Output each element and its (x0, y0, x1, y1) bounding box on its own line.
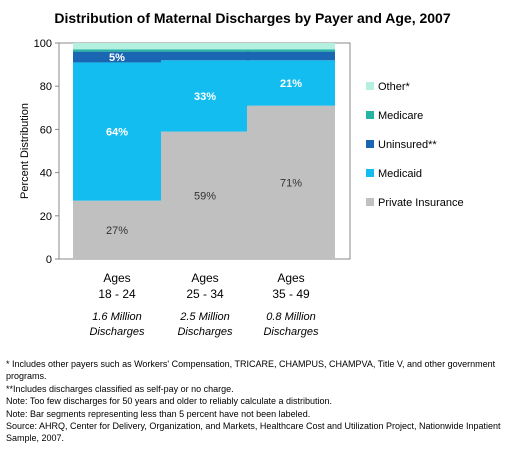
legend-entry: Private Insurance (378, 197, 464, 209)
bar-segment (73, 62, 161, 201)
data-label: 33% (194, 91, 216, 103)
x-category-label: Ages (191, 271, 218, 285)
bar-segment (247, 51, 335, 61)
x-category-sublabel: 1.6 Million (92, 311, 142, 323)
data-label: 59% (194, 190, 216, 202)
y-tick-label: 80 (40, 81, 52, 93)
footnote-50plus: Note: Too few discharges for 50 years an… (6, 396, 333, 407)
bar-segment (161, 51, 249, 61)
y-tick-label: 100 (34, 38, 52, 50)
x-category-sublabel: 0.8 Million (266, 311, 316, 323)
data-label: 64% (106, 127, 128, 139)
footnote-other: * Includes other payers such as Workers'… (6, 359, 496, 382)
y-axis-label: Percent Distribution (19, 103, 31, 199)
legend-entry: Uninsured** (378, 139, 437, 151)
chart-title: Distribution of Maternal Discharges by P… (54, 10, 451, 26)
bar-segment (247, 49, 335, 52)
data-label: 21% (280, 78, 302, 90)
bar-segment (161, 131, 249, 259)
bar-segment (161, 43, 249, 50)
legend-entry: Other* (378, 81, 411, 93)
footnotes: * Includes other payers such as Workers'… (6, 358, 501, 445)
bar-segment (73, 43, 161, 50)
legend-swatch (366, 198, 374, 206)
bar-segment (73, 200, 161, 259)
y-tick-label: 40 (40, 168, 52, 180)
footnote-labeling: Note: Bar segments representing less tha… (6, 408, 311, 419)
bar-segment (247, 60, 335, 106)
y-tick-label: 0 (46, 254, 52, 266)
legend-entry: Medicaid (378, 168, 422, 180)
bar-segment (73, 49, 161, 52)
x-category-sublabel: Discharges (89, 326, 145, 338)
legend-swatch (366, 140, 374, 148)
x-category-sublabel: 2.5 Million (179, 311, 230, 323)
data-label: 5% (109, 52, 125, 64)
legend-entry: Medicare (378, 110, 423, 122)
x-category-sublabel: Discharges (177, 326, 233, 338)
bar-segment (247, 105, 335, 259)
x-category-sublabel: Discharges (263, 326, 319, 338)
footnote-uninsured: **Includes discharges classified as self… (6, 383, 234, 394)
legend-swatch (366, 82, 374, 90)
bar-segment (73, 51, 161, 63)
footnote-source: Source: AHRQ, Center for Delivery, Organ… (6, 421, 501, 444)
y-tick-label: 20 (40, 211, 52, 223)
x-category-label: 25 - 34 (186, 287, 224, 301)
bar-segment (161, 60, 249, 132)
x-category-label: 18 - 24 (98, 287, 136, 301)
legend-swatch (366, 169, 374, 177)
data-label: 27% (106, 225, 128, 237)
y-tick-label: 60 (40, 124, 52, 136)
x-category-label: Ages (277, 271, 304, 285)
x-category-label: 35 - 49 (272, 287, 310, 301)
bar-segment (247, 43, 335, 50)
bar-segment (161, 49, 249, 52)
legend-swatch (366, 111, 374, 119)
x-category-label: Ages (103, 271, 130, 285)
chart-svg: 0 20 40 60 80 100 Percent Distribution 27% 64% 5%… (19, 38, 464, 338)
data-label: 71% (280, 177, 302, 189)
